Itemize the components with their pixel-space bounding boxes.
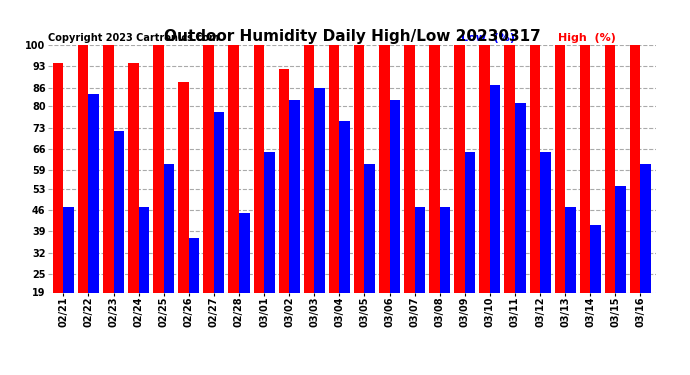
Bar [555,45,565,292]
Bar [329,45,339,292]
Bar [404,45,415,292]
Bar [279,69,289,292]
Text: Copyright 2023 Cartronics.com: Copyright 2023 Cartronics.com [48,33,219,42]
Bar [88,94,99,292]
Bar [640,164,651,292]
Bar [314,88,325,292]
Bar [440,207,451,292]
Bar [164,164,175,292]
Bar [630,45,640,292]
Bar [153,45,164,292]
Bar [178,82,189,292]
Bar [204,45,214,292]
Bar [253,45,264,292]
Bar [504,45,515,292]
Bar [565,207,575,292]
Title: Outdoor Humidity Daily High/Low 20230317: Outdoor Humidity Daily High/Low 20230317 [164,29,540,44]
Bar [214,112,224,292]
Bar [415,207,425,292]
Bar [529,45,540,292]
Bar [540,152,551,292]
Bar [590,225,601,292]
Bar [114,130,124,292]
Bar [354,45,364,292]
Bar [490,85,500,292]
Bar [605,45,615,292]
Text: High  (%): High (%) [558,33,616,42]
Bar [139,207,149,292]
Bar [429,45,440,292]
Bar [304,45,314,292]
Bar [480,45,490,292]
Bar [189,237,199,292]
Bar [228,45,239,292]
Bar [78,45,88,292]
Bar [364,164,375,292]
Bar [615,186,626,292]
Bar [379,45,390,292]
Bar [339,122,350,292]
Bar [465,152,475,292]
Bar [103,45,114,292]
Bar [264,152,275,292]
Bar [515,103,526,292]
Text: Low  (%): Low (%) [461,33,515,42]
Bar [63,207,74,292]
Bar [289,100,299,292]
Bar [239,213,250,292]
Bar [580,45,590,292]
Bar [128,63,139,292]
Bar [53,63,63,292]
Bar [390,100,400,292]
Bar [454,45,465,292]
